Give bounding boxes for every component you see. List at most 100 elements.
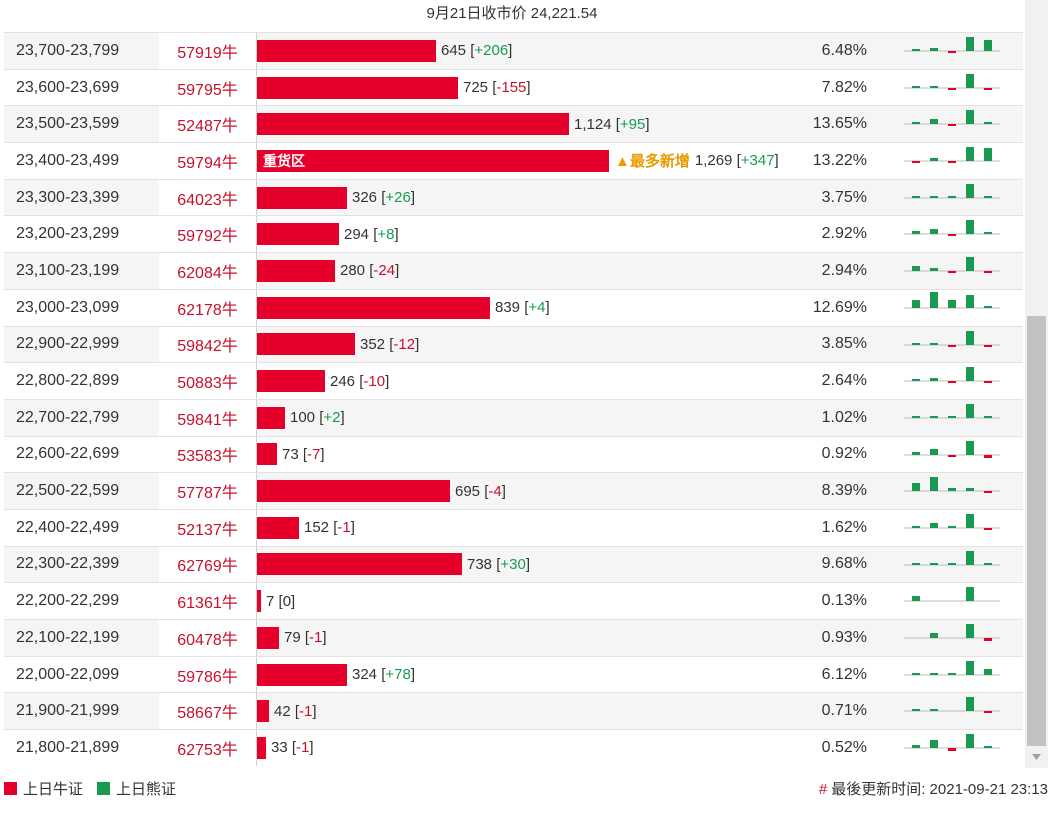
price-range: 22,500-22,599 [16, 482, 120, 500]
bar-cell: 294 [+8] [257, 216, 399, 252]
warrant-code-link[interactable]: 52137牛 [159, 509, 256, 546]
volume-change: -12 [393, 335, 416, 353]
price-range: 23,100-23,199 [16, 261, 120, 279]
volume-bar [257, 443, 277, 466]
warrant-code-link[interactable]: 62753牛 [159, 730, 256, 766]
table-row[interactable]: 23,400-23,499 59794牛 重货区 ▲最多新增 1,269 [+347] 1… [4, 142, 1023, 179]
volume-bar [257, 39, 436, 62]
table-row[interactable]: 21,800-21,899 62753牛 33 [-1] 0.52% [4, 729, 1023, 766]
warrant-code-link[interactable]: 62084牛 [159, 253, 256, 289]
warrant-code-link[interactable]: 52487牛 [159, 106, 256, 143]
sparkline-bar [966, 587, 974, 602]
warrant-code-link[interactable]: 57787牛 [159, 473, 256, 509]
volume-change: -155 [496, 79, 527, 97]
warrant-code-link[interactable]: 64023牛 [159, 179, 256, 216]
sparkline-bar [984, 527, 992, 530]
axis-line [256, 69, 257, 106]
volume-bar [257, 76, 458, 99]
volume-bar [257, 333, 355, 356]
volume-count: 100 [290, 409, 316, 427]
volume-value: 33 [-1] [271, 739, 314, 757]
warrant-code-link[interactable]: 59794牛 [159, 143, 256, 179]
table-row[interactable]: 22,600-22,699 53583牛 73 [-7] 0.92% [4, 435, 1023, 473]
table-row[interactable]: 22,400-22,499 52137牛 152 [-1] 1.62% [4, 508, 1023, 546]
warrant-code-link[interactable]: 59792牛 [159, 216, 256, 253]
volume-change: -1 [337, 519, 351, 537]
warrant-code-link[interactable]: 59842牛 [159, 326, 256, 363]
bar-cell: 7 [0] [257, 583, 295, 619]
bar-cell: 42 [-1] [257, 693, 317, 729]
scrollbar-thumb[interactable] [1027, 316, 1046, 746]
warrant-code-link[interactable]: 59795牛 [159, 69, 256, 106]
sparkline-bar [912, 525, 920, 528]
volume-count: 33 [271, 739, 288, 757]
price-range: 23,200-23,299 [16, 225, 120, 243]
sparkline-bar [948, 454, 956, 457]
table-row[interactable]: 22,100-22,199 60478牛 79 [-1] 0.93% [4, 619, 1023, 656]
volume-bar [257, 223, 339, 246]
distribution-table: 23,700-23,799 57919牛 645 [+206] 6.48% 23,600… [4, 32, 1023, 766]
percentage: 9.68% [821, 555, 867, 573]
warrant-code-link[interactable]: 62769牛 [159, 546, 256, 583]
table-row[interactable]: 22,000-22,099 59786牛 324 [+78] 6.12% [4, 655, 1023, 693]
table-row[interactable]: 22,500-22,599 57787牛 695 [-4] 8.39% [4, 472, 1023, 509]
warrant-code-link[interactable]: 59786牛 [159, 656, 256, 693]
table-row[interactable]: 22,900-22,999 59842牛 352 [-12] 3.85% [4, 325, 1023, 363]
trend-sparkline [904, 403, 1000, 419]
percentage: 13.65% [812, 115, 867, 133]
table-row[interactable]: 23,200-23,299 59792牛 294 [+8] 2.92% [4, 215, 1023, 253]
warrant-code-link[interactable]: 61361牛 [159, 583, 256, 619]
trend-sparkline [904, 367, 1000, 384]
axis-line [256, 620, 257, 656]
table-row[interactable]: 23,600-23,699 59795牛 725 [-155] 7.82% [4, 68, 1023, 106]
sparkline-bar [930, 740, 938, 749]
sparkline-bar [948, 381, 956, 384]
trend-sparkline [904, 291, 1000, 309]
sparkline-bar [912, 672, 920, 675]
sparkline-bar [948, 271, 956, 274]
table-row[interactable]: 23,000-23,099 62178牛 839 [+4] 12.69% [4, 288, 1023, 326]
warrant-code-link[interactable]: 50883牛 [159, 363, 256, 399]
table-row[interactable]: 22,700-22,799 59841牛 100 [+2] 1.02% [4, 398, 1023, 436]
volume-value: 246 [-10] [330, 372, 390, 390]
volume-count: 1,269 [694, 152, 733, 170]
warrant-code-link[interactable]: 57919牛 [159, 33, 256, 69]
volume-bar [257, 590, 261, 613]
trend-sparkline [904, 513, 1000, 530]
sparkline-bar [948, 488, 956, 492]
sparkline-bar [930, 342, 938, 345]
price-range: 21,800-21,899 [16, 738, 120, 756]
volume-value: 152 [-1] [304, 519, 355, 537]
table-row[interactable]: 23,700-23,799 57919牛 645 [+206] 6.48% [4, 32, 1023, 69]
volume-count: 246 [330, 372, 356, 390]
table-row[interactable]: 23,100-23,199 62084牛 280 [-24] 2.94% [4, 252, 1023, 289]
warrant-code-link[interactable]: 62178牛 [159, 289, 256, 326]
sparkline-bar [984, 454, 992, 458]
sparkline-bar [948, 748, 956, 752]
warrant-code-link[interactable]: 59841牛 [159, 399, 256, 436]
sparkline-bar [912, 596, 920, 602]
axis-line [256, 326, 257, 363]
warrant-code-link[interactable]: 60478牛 [159, 620, 256, 656]
warrant-code-link[interactable]: 53583牛 [159, 436, 256, 473]
warrant-code-link[interactable]: 58667牛 [159, 693, 256, 730]
table-row[interactable]: 21,900-21,999 58667牛 42 [-1] 0.71% [4, 692, 1023, 730]
scrollbar[interactable] [1025, 0, 1048, 768]
table-row[interactable]: 23,500-23,599 52487牛 1,124 [+95] 13.65% [4, 105, 1023, 143]
volume-value: 645 [+206] [441, 42, 513, 60]
scroll-down-arrow-icon[interactable] [1025, 748, 1048, 766]
table-row[interactable]: 22,200-22,299 61361牛 7 [0] 0.13% [4, 582, 1023, 619]
table-row[interactable]: 22,800-22,899 50883牛 246 [-10] 2.64% [4, 362, 1023, 399]
sparkline-bar [948, 234, 956, 237]
table-row[interactable]: 23,300-23,399 64023牛 326 [+26] 3.75% [4, 178, 1023, 216]
trend-sparkline [904, 440, 1000, 458]
volume-bar [257, 406, 285, 429]
bar-cell: 246 [-10] [257, 363, 389, 399]
table-row[interactable]: 22,300-22,399 62769牛 738 [+30] 9.68% [4, 545, 1023, 583]
sparkline-bar [912, 49, 920, 51]
sparkline-bar [912, 379, 920, 382]
trend-sparkline [904, 697, 1000, 714]
volume-count: 73 [282, 445, 299, 463]
volume-count: 280 [340, 262, 366, 280]
price-range: 22,800-22,899 [16, 372, 120, 390]
